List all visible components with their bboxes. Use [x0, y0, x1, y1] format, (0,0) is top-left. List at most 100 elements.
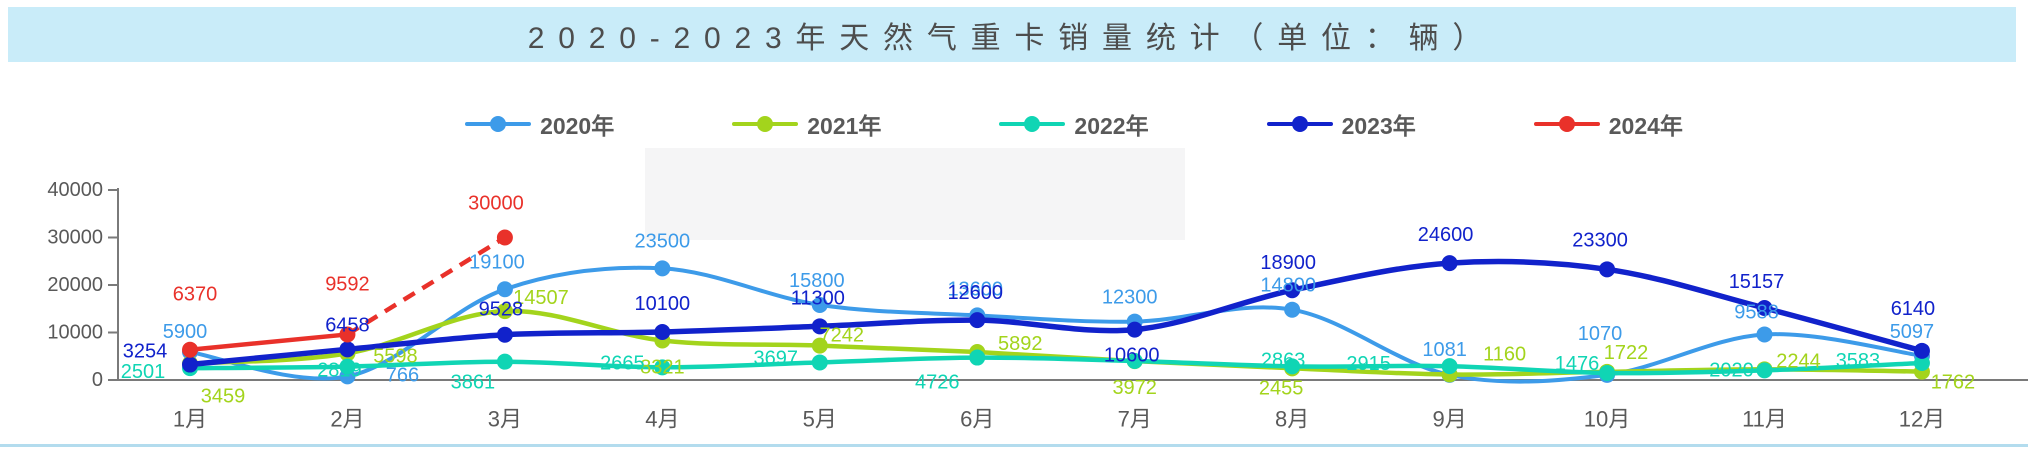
legend-item-2022年: 2022年 — [999, 107, 1149, 141]
legend-item-2020年: 2020年 — [465, 107, 614, 141]
data-label-2022年-12月: 3583 — [1836, 350, 1881, 372]
data-label-2020年-12月: 5097 — [1890, 321, 1935, 343]
data-point-2023年-2月 — [339, 341, 356, 358]
data-point-2022年-12月 — [1913, 354, 1930, 371]
data-label-2020年-9月: 1081 — [1422, 339, 1467, 361]
legend-item-2021年: 2021年 — [732, 107, 881, 141]
data-point-2023年-10月 — [1599, 261, 1616, 278]
series-line-2024年 — [187, 332, 350, 352]
data-point-2022年-3月 — [496, 353, 513, 370]
data-point-2023年-5月 — [811, 318, 828, 335]
data-point-2020年-3月 — [496, 281, 513, 298]
legend-label: 2024年 — [1608, 113, 1683, 139]
data-label-2020年-5月: 15800 — [789, 270, 845, 292]
data-label-2022年-11月: 2020 — [1709, 359, 1754, 381]
x-axis-label: 7月 — [1118, 407, 1152, 432]
data-label-2020年-11月: 9588 — [1734, 301, 1779, 323]
data-label-2022年-10月: 1476 — [1555, 353, 1600, 375]
chart-title: 2020-2023年天然气重卡销量统计（单位：辆） — [527, 21, 1497, 55]
data-label-2023年-3月: 9528 — [479, 299, 524, 321]
legend-line-marker-icon — [732, 115, 799, 133]
data-label-2021年-4月: 8321 — [640, 356, 685, 378]
x-axis-label: 2月 — [330, 407, 364, 432]
legend-label: 2023年 — [1341, 113, 1416, 139]
data-label-2022年-2月: 2819 — [317, 360, 362, 382]
data-point-2023年-1月 — [182, 356, 198, 373]
data-label-2023年-1月: 3254 — [123, 341, 168, 363]
data-point-2022年-11月 — [1756, 362, 1773, 379]
data-point-2021年-5月 — [811, 337, 828, 354]
data-label-2021年-7月: 3972 — [1112, 377, 1157, 399]
x-axis-label: 8月 — [1275, 407, 1309, 432]
x-axis-label: 6月 — [960, 407, 994, 432]
data-label-2023年-2月: 6458 — [325, 314, 370, 336]
data-label-2022年-5月: 3697 — [754, 347, 799, 369]
data-label-2021年-10月: 1722 — [1604, 342, 1649, 364]
series-line-dashed-2024年 — [346, 235, 507, 337]
data-label-2024年-2月: 9592 — [325, 273, 370, 295]
data-label-2023年-6月: 12600 — [947, 282, 1003, 304]
legend-item-2023年: 2023年 — [1266, 107, 1416, 141]
y-axis-label: 20000 — [47, 274, 103, 296]
data-point-2023年-6月 — [969, 312, 986, 329]
legend-item-2024年: 2024年 — [1533, 107, 1683, 141]
data-point-2022年-10月 — [1599, 364, 1616, 381]
y-axis-label: 0 — [92, 369, 103, 391]
data-label-2021年-3月: 14507 — [513, 287, 569, 309]
data-label-2020年-6月: 13600 — [947, 278, 1003, 300]
x-axis-label: 5月 — [803, 407, 837, 432]
data-label-2021年-1月: 3459 — [201, 386, 246, 408]
data-label-2021年-8月: 2455 — [1259, 377, 1304, 399]
y-axis-label: 30000 — [47, 227, 103, 249]
data-point-2023年-7月 — [1126, 321, 1143, 338]
x-axis-label: 12月 — [1899, 407, 1945, 432]
data-point-2022年-5月 — [811, 354, 828, 371]
data-point-2022年-8月 — [1284, 358, 1301, 375]
data-label-2024年-3月: 30000 — [468, 193, 524, 215]
legend-line-marker-icon — [1533, 115, 1600, 133]
legend-label: 2022年 — [1074, 113, 1149, 139]
data-label-2023年-12月: 6140 — [1891, 298, 1936, 320]
data-label-2020年-10月: 1070 — [1578, 323, 1623, 345]
data-label-2020年-8月: 14800 — [1260, 275, 1316, 297]
data-point-2022年-4月 — [654, 359, 671, 376]
data-point-2022年-6月 — [969, 349, 986, 366]
data-point-2022年-2月 — [339, 358, 356, 375]
data-point-2020年-8月 — [1284, 301, 1301, 318]
data-point-2020年-5月 — [811, 296, 828, 313]
data-point-2023年-3月 — [496, 326, 513, 343]
data-label-2022年-9月: 2915 — [1346, 353, 1391, 375]
x-axis-label: 10月 — [1584, 407, 1630, 432]
data-point-2022年-7月 — [1126, 353, 1143, 369]
bottom-divider — [0, 444, 2028, 447]
data-label-2022年-1月: 2501 — [121, 361, 166, 383]
data-point-2023年-11月 — [1756, 300, 1773, 317]
data-label-2023年-9月: 24600 — [1418, 224, 1474, 246]
data-label-2023年-4月: 10100 — [635, 293, 691, 315]
data-label-2021年-5月: 7242 — [820, 325, 865, 347]
x-axis-label: 11月 — [1742, 407, 1787, 432]
data-point-2024年-3月 — [496, 229, 513, 246]
x-axis-label: 4月 — [645, 407, 679, 432]
data-label-2020年-2月: 766 — [386, 364, 419, 386]
data-point-2023年-4月 — [654, 324, 671, 341]
data-label-2020年-4月: 23500 — [635, 230, 691, 252]
y-axis-label: 10000 — [47, 322, 103, 344]
series-line-2022年 — [187, 355, 1925, 376]
data-label-2020年-3月: 19100 — [469, 251, 525, 273]
data-point-2023年-12月 — [1913, 342, 1930, 359]
data-label-2021年-12月: 1762 — [1931, 372, 1976, 394]
legend-line-marker-icon — [465, 115, 532, 133]
data-label-2021年-9月: 1160 — [1483, 343, 1526, 365]
data-label-2022年-3月: 3861 — [451, 372, 496, 394]
data-point-2021年-3月 — [496, 303, 513, 320]
data-label-2022年-4月: 2665 — [600, 352, 645, 374]
data-label-2021年-2月: 5598 — [373, 345, 418, 367]
data-label-2023年-10月: 23300 — [1572, 229, 1628, 251]
legend-label: 2020年 — [540, 113, 615, 139]
data-point-2020年-4月 — [654, 260, 671, 277]
x-axis-label: 9月 — [1432, 407, 1466, 432]
x-axis-label: 3月 — [488, 407, 522, 432]
